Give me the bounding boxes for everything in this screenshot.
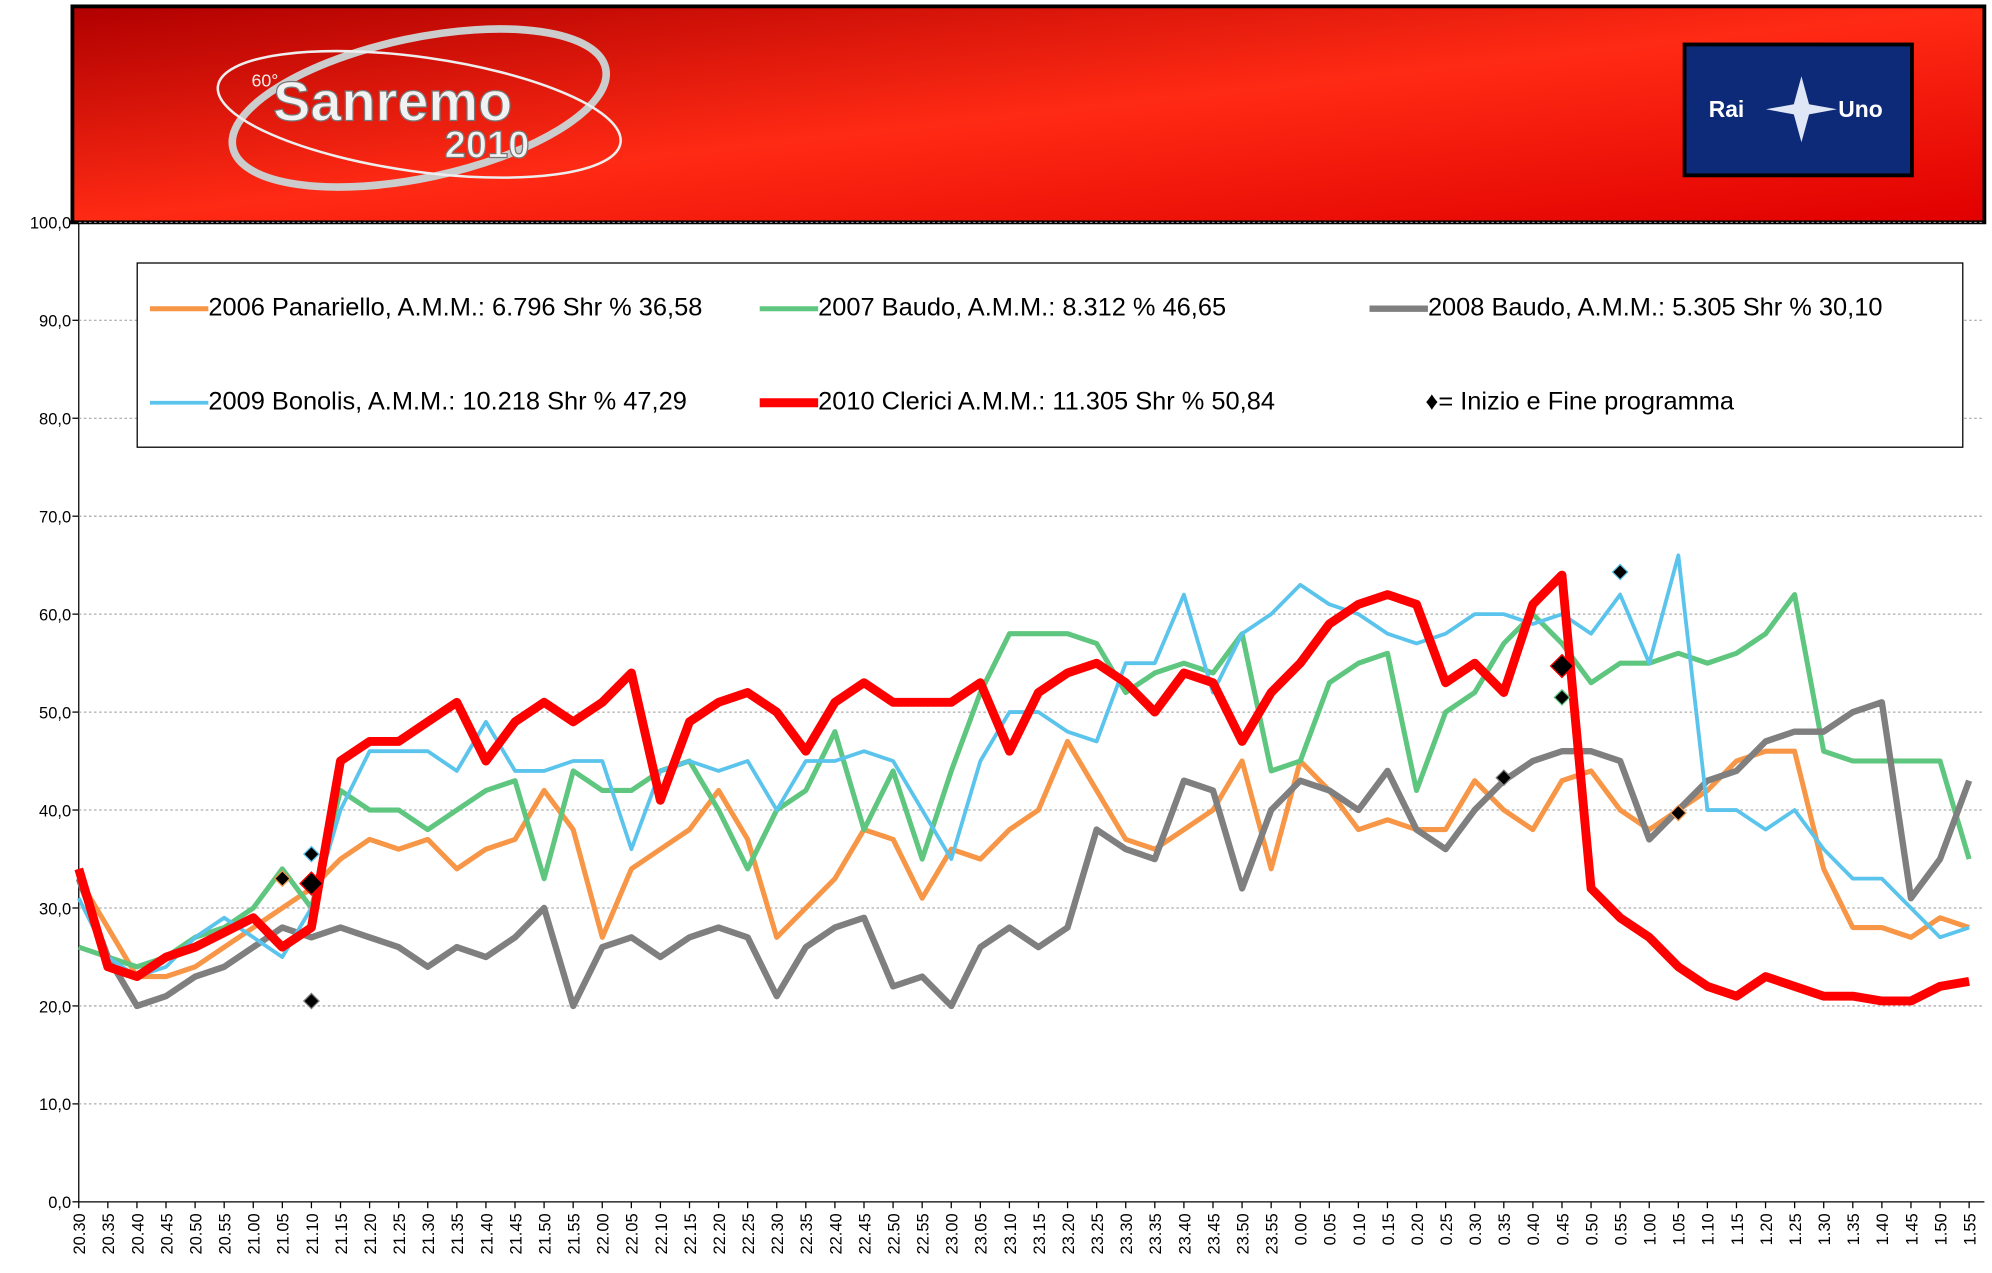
- y-tick-label: 40,0: [39, 802, 71, 820]
- x-tick-label: 21.00: [246, 1213, 264, 1254]
- series-line: [79, 741, 1969, 976]
- x-tick-label: 20.50: [187, 1213, 205, 1254]
- x-tick-label: 22.55: [915, 1213, 933, 1254]
- logo-text: Sanremo: [273, 70, 512, 133]
- page: 60° Sanremo 2010 Rai Uno 0,010,020,030,0…: [0, 0, 1992, 1273]
- series-line: [79, 595, 1969, 967]
- x-tick-label: 20.55: [217, 1213, 235, 1254]
- x-tick-label: 22.10: [653, 1213, 671, 1254]
- x-tick-label: 1.35: [1845, 1213, 1863, 1245]
- x-tick-label: 1.25: [1787, 1213, 1805, 1245]
- x-tick-label: 20.35: [100, 1213, 118, 1254]
- x-tick-label: 22.35: [798, 1213, 816, 1254]
- x-tick-label: 0.35: [1496, 1213, 1514, 1245]
- program-marker: [1613, 564, 1628, 579]
- x-tick-label: 21.35: [449, 1213, 467, 1254]
- y-tick-label: 30,0: [39, 900, 71, 918]
- x-tick-label: 1.50: [1932, 1213, 1950, 1245]
- x-tick-label: 21.40: [478, 1213, 496, 1254]
- x-tick-label: 22.50: [885, 1213, 903, 1254]
- x-tick-label: 20.30: [71, 1213, 89, 1254]
- x-tick-label: 1.45: [1903, 1213, 1921, 1245]
- legend-label: 2007 Baudo, A.M.M.: 8.312 % 46,65: [818, 293, 1226, 321]
- x-tick-label: 20.40: [129, 1213, 147, 1254]
- legend-label: 2010 Clerici A.M.M.: 11.305 Shr % 50,84: [818, 387, 1275, 415]
- x-tick-label: 1.10: [1700, 1213, 1718, 1245]
- program-marker: [1554, 690, 1569, 705]
- y-tick-label: 10,0: [39, 1096, 71, 1114]
- marker-legend: ♦= Inizio e Fine programma: [1425, 387, 1734, 415]
- x-tick-label: 21.20: [362, 1213, 380, 1254]
- x-tick-label: 23.30: [1118, 1213, 1136, 1254]
- y-tick-label: 0,0: [48, 1194, 71, 1212]
- legend: [137, 263, 1963, 447]
- x-tick-label: 23.05: [973, 1213, 991, 1254]
- x-tick-label: 1.05: [1671, 1213, 1689, 1245]
- logo-year: 2010: [445, 125, 530, 167]
- x-tick-label: 22.25: [740, 1213, 758, 1254]
- x-tick-label: 23.10: [1002, 1213, 1020, 1254]
- legend-label: 2009 Bonolis, A.M.M.: 10.218 Shr % 47,29: [208, 387, 686, 415]
- x-tick-label: 1.15: [1729, 1213, 1747, 1245]
- x-tick-label: 0.50: [1583, 1213, 1601, 1245]
- x-tick-label: 0.55: [1612, 1213, 1630, 1245]
- rai-uno-logo: Rai Uno: [1685, 44, 1912, 175]
- x-tick-label: 22.00: [595, 1213, 613, 1254]
- series-line: [79, 555, 1969, 976]
- x-tick-label: 22.30: [769, 1213, 787, 1254]
- x-tick-label: 23.55: [1264, 1213, 1282, 1254]
- x-tick-label: 0.00: [1293, 1213, 1311, 1245]
- x-tick-label: 23.20: [1060, 1213, 1078, 1254]
- x-tick-label: 20.45: [158, 1213, 176, 1254]
- x-tick-label: 23.15: [1031, 1213, 1049, 1254]
- y-tick-label: 60,0: [39, 606, 71, 624]
- x-tick-label: 21.10: [304, 1213, 322, 1254]
- channel-right: Uno: [1838, 96, 1882, 122]
- channel-left: Rai: [1709, 96, 1745, 122]
- x-tick-label: 23.50: [1234, 1213, 1252, 1254]
- x-tick-label: 21.15: [333, 1213, 351, 1254]
- y-tick-label: 70,0: [39, 509, 71, 527]
- legend-label: 2008 Baudo, A.M.M.: 5.305 Shr % 30,10: [1428, 293, 1883, 321]
- y-tick-label: 50,0: [39, 704, 71, 722]
- x-tick-label: 21.45: [507, 1213, 525, 1254]
- x-tick-label: 21.50: [536, 1213, 554, 1254]
- x-tick-label: 0.20: [1409, 1213, 1427, 1245]
- y-tick-label: 90,0: [39, 313, 71, 331]
- x-tick-label: 0.40: [1525, 1213, 1543, 1245]
- x-tick-label: 0.30: [1467, 1213, 1485, 1245]
- x-tick-label: 1.00: [1642, 1213, 1660, 1245]
- x-tick-label: 23.40: [1176, 1213, 1194, 1254]
- x-tick-label: 1.20: [1758, 1213, 1776, 1245]
- x-tick-label: 1.40: [1874, 1213, 1892, 1245]
- x-tick-label: 0.15: [1380, 1213, 1398, 1245]
- legend-label: 2006 Panariello, A.M.M.: 6.796 Shr % 36,…: [208, 293, 702, 321]
- y-tick-label: 20,0: [39, 998, 71, 1016]
- x-tick-label: 21.25: [391, 1213, 409, 1254]
- x-tick-label: 0.10: [1351, 1213, 1369, 1245]
- x-tick-label: 0.05: [1322, 1213, 1340, 1245]
- x-tick-label: 22.40: [827, 1213, 845, 1254]
- x-tick-label: 22.05: [624, 1213, 642, 1254]
- y-tick-label: 100,0: [30, 215, 71, 233]
- program-marker: [304, 846, 319, 861]
- x-tick-label: 22.15: [682, 1213, 700, 1254]
- x-tick-label: 23.00: [944, 1213, 962, 1254]
- x-tick-label: 21.05: [275, 1213, 293, 1254]
- x-tick-label: 1.55: [1961, 1213, 1979, 1245]
- x-tick-label: 1.30: [1816, 1213, 1834, 1245]
- x-tick-label: 0.45: [1554, 1213, 1572, 1245]
- x-tick-label: 23.35: [1147, 1213, 1165, 1254]
- plot: [79, 555, 1969, 1008]
- x-tick-label: 23.45: [1205, 1213, 1223, 1254]
- program-marker: [304, 993, 319, 1008]
- x-tick-label: 22.45: [856, 1213, 874, 1254]
- chart: 60° Sanremo 2010 Rai Uno 0,010,020,030,0…: [0, 0, 1992, 1273]
- x-tick-label: 21.30: [420, 1213, 438, 1254]
- x-tick-label: 22.20: [711, 1213, 729, 1254]
- x-tick-label: 21.55: [566, 1213, 584, 1254]
- x-tick-label: 0.25: [1438, 1213, 1456, 1245]
- y-tick-label: 80,0: [39, 411, 71, 429]
- x-tick-label: 23.25: [1089, 1213, 1107, 1254]
